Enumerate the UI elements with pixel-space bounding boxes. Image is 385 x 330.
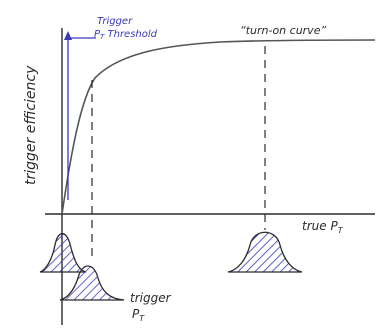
turn-on-curve-label: “turn-on curve” — [240, 24, 326, 37]
threshold-label-line2: PT Threshold — [94, 29, 158, 41]
trigger-pt-distribution — [59, 265, 125, 301]
trigger-pt-label-line2: PT — [132, 307, 145, 323]
arrow-head — [64, 31, 72, 40]
x-axis-label: true PT — [302, 219, 344, 235]
low-pt-distribution — [39, 232, 87, 273]
threshold-arrow — [67, 37, 96, 200]
y-axis-label: trigger efficiency — [23, 65, 39, 185]
threshold-label-line1: Trigger — [97, 16, 133, 27]
turn-on-curve — [61, 39, 376, 215]
trigger-pt-label-line1: trigger — [130, 291, 172, 305]
high-pt-distribution — [227, 231, 303, 273]
